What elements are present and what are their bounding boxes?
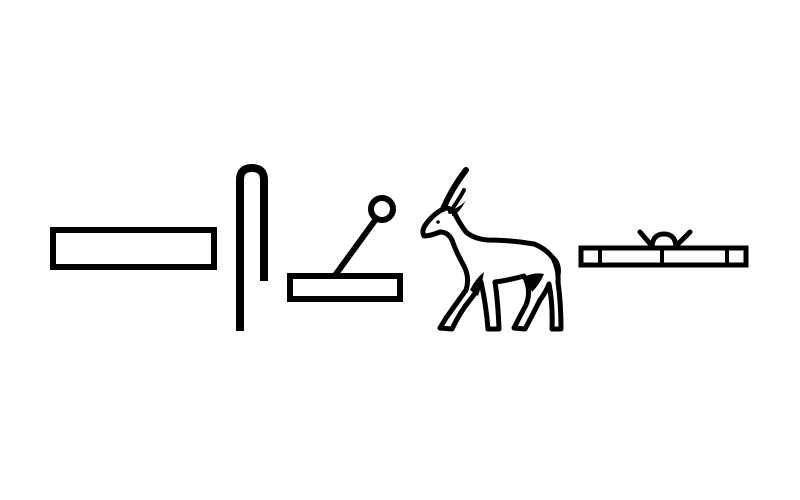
- crook-staff-glyph-icon: [236, 163, 268, 331]
- rectangle-glyph-icon: [50, 227, 217, 270]
- flat-bar-with-loop-glyph-icon: [578, 229, 749, 268]
- lever-on-block-glyph-icon: [287, 195, 403, 302]
- goat-glyph-icon: [420, 167, 564, 332]
